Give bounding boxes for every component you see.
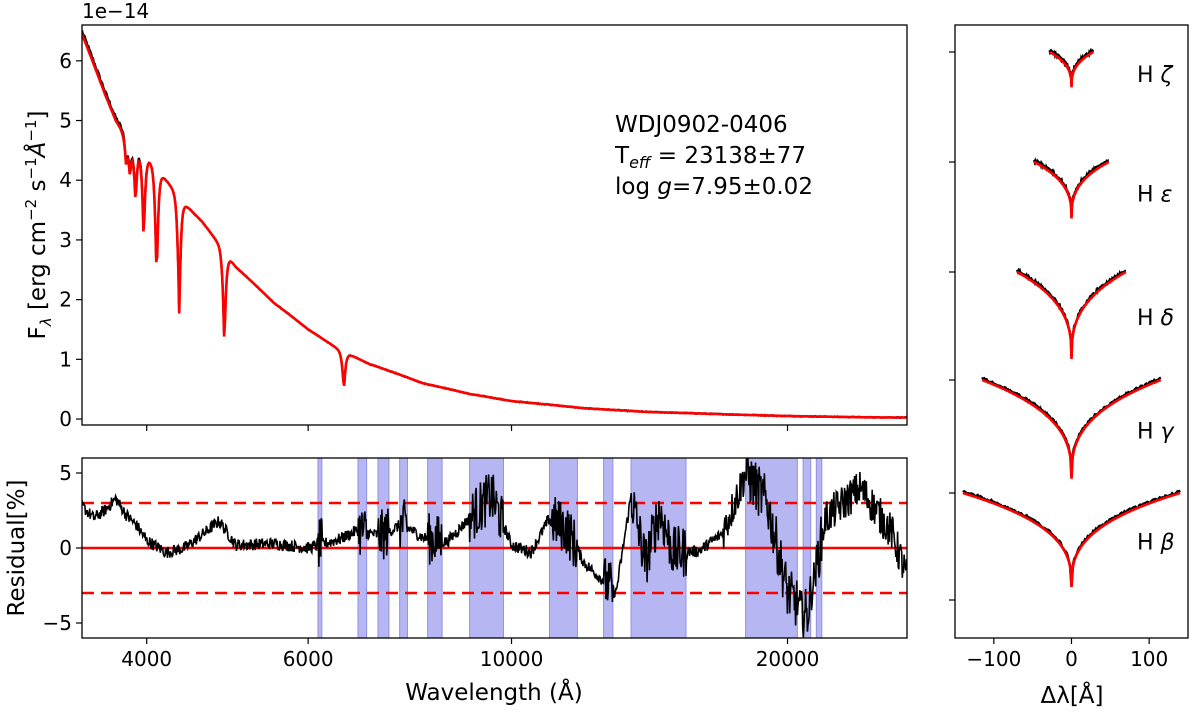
offset-text: 1e−14	[82, 0, 149, 23]
spectrum-frame	[81, 24, 908, 426]
spectrum-ytick-label: 6	[59, 49, 72, 73]
model-profile-line	[1016, 270, 1127, 359]
model-profile-line	[962, 491, 1181, 588]
profile-xtick-label: 100	[1130, 647, 1168, 671]
model-profile-line	[981, 378, 1162, 479]
residual-ytick-label: 0	[59, 536, 72, 560]
spectrum-panel: 0 1 2 3 4 5 6 1e−14 Fλ [erg cm−2 s−1Å−1] WDJ09…	[22, 0, 908, 431]
profile-xtick-label: 0	[1065, 647, 1078, 671]
profile-label: H ε	[1137, 182, 1173, 207]
spectrum-ylabel: Fλ [erg cm−2 s−1Å−1]	[22, 111, 55, 340]
profiles-xlabel: Δλ[Å]	[1040, 681, 1103, 709]
profile-label: H β	[1137, 530, 1175, 555]
model-profile-line	[1048, 50, 1095, 88]
spectrum-ytick-label: 0	[59, 407, 72, 431]
observed-spectrum-line	[82, 30, 907, 420]
residual-ytick-label: 5	[59, 461, 72, 485]
residual-xtick-label: 20000	[756, 647, 820, 671]
profile-label: H ζ	[1137, 63, 1174, 88]
profile-xtick-label: −100	[966, 647, 1021, 671]
model-profile-line	[1033, 160, 1110, 219]
profile-label: H δ	[1137, 306, 1174, 331]
residual-xtick-label: 6000	[283, 647, 334, 671]
residual-xtick-label: 4000	[121, 647, 172, 671]
residual-xtick-label: 10000	[480, 647, 544, 671]
spectrum-ytick-label: 2	[59, 288, 72, 312]
residual-ylabel: Residual[%]	[4, 480, 30, 617]
residual-xlabel: Wavelength (Å)	[405, 678, 582, 706]
profile-label: H γ	[1137, 419, 1175, 444]
star-annotation: WDJ0902-0406 Teff = 23138±77 log g=7.95±…	[614, 112, 813, 200]
spectrum-ytick-label: 5	[59, 109, 72, 133]
star-name: WDJ0902-0406	[615, 112, 788, 138]
spectrum-ytick-label: 4	[59, 168, 72, 192]
residual-line	[82, 458, 907, 638]
model-spectrum-line	[82, 33, 907, 419]
logg-value: log g=7.95±0.02	[615, 174, 813, 200]
residual-ytick-label: −5	[43, 611, 72, 635]
teff-value: Teff = 23138±77	[614, 143, 806, 172]
spectrum-ytick-label: 3	[59, 228, 72, 252]
spectrum-ytick-label: 1	[59, 347, 72, 371]
profiles-panel: H ζ H ε H δ H γ H β −100 0 100 Δλ[Å]	[949, 24, 1189, 709]
residual-panel: −5 0 5 4000 6000 10000 20000 Residual[%] Wave…	[4, 457, 908, 706]
